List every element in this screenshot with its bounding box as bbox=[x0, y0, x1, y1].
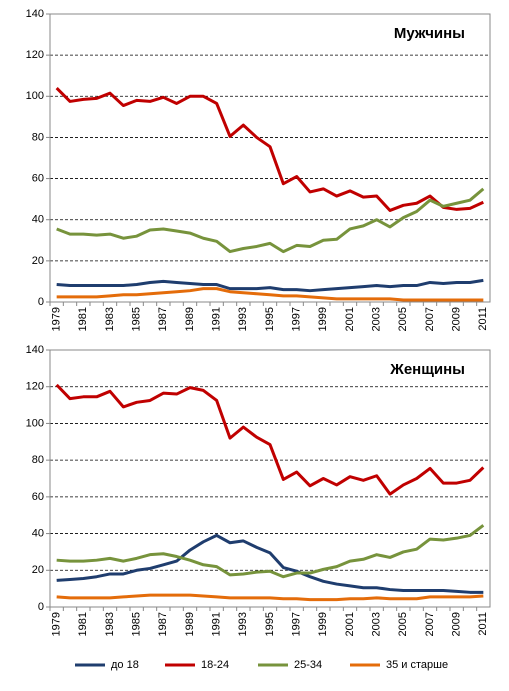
legend-label: 35 и старше bbox=[386, 659, 448, 671]
y-tick-label: 20 bbox=[32, 255, 44, 267]
x-tick-label: 1991 bbox=[211, 307, 223, 331]
x-tick-label: 1989 bbox=[184, 612, 196, 636]
y-tick-label: 100 bbox=[26, 90, 44, 102]
x-tick-label: 1979 bbox=[51, 612, 63, 636]
y-tick-label: 40 bbox=[32, 214, 44, 226]
x-tick-label: 1983 bbox=[104, 612, 116, 636]
x-tick-label: 2007 bbox=[424, 612, 436, 636]
series-line bbox=[56, 533, 484, 594]
series-line bbox=[55, 86, 484, 212]
y-tick-label: 80 bbox=[32, 454, 44, 466]
x-tick-label: 2007 bbox=[424, 307, 436, 331]
legend-label: до 18 bbox=[111, 659, 139, 671]
y-tick-label: 120 bbox=[26, 49, 44, 61]
y-tick-label: 20 bbox=[32, 564, 44, 576]
plot-frame bbox=[49, 349, 491, 608]
chart-title: Женщины bbox=[389, 361, 465, 378]
x-tick-label: 2001 bbox=[344, 307, 356, 331]
y-tick-label: 120 bbox=[26, 381, 44, 393]
x-tick-label: 2011 bbox=[477, 307, 489, 331]
x-tick-label: 1997 bbox=[291, 612, 303, 636]
x-tick-label: 1981 bbox=[77, 307, 89, 331]
x-tick-label: 1989 bbox=[184, 307, 196, 331]
legend-label: 18-24 bbox=[201, 659, 229, 671]
y-tick-label: 0 bbox=[38, 601, 44, 613]
x-tick-label: 2003 bbox=[371, 612, 383, 636]
x-tick-label: 1987 bbox=[157, 612, 169, 636]
series-line bbox=[56, 287, 484, 302]
x-tick-label: 2009 bbox=[451, 307, 463, 331]
x-tick-label: 1991 bbox=[211, 612, 223, 636]
series-line bbox=[56, 593, 484, 602]
y-tick-label: 100 bbox=[26, 417, 44, 429]
plot-frame bbox=[49, 13, 491, 303]
x-tick-label: 1997 bbox=[291, 307, 303, 331]
x-tick-label: 1999 bbox=[317, 612, 329, 636]
x-tick-label: 1981 bbox=[77, 612, 89, 636]
x-tick-label: 1985 bbox=[131, 612, 143, 636]
x-tick-label: 1987 bbox=[157, 307, 169, 331]
x-tick-label: 1995 bbox=[264, 612, 276, 636]
x-tick-label: 2001 bbox=[344, 612, 356, 636]
x-tick-label: 2005 bbox=[397, 307, 409, 331]
x-tick-label: 2003 bbox=[371, 307, 383, 331]
legend-label: 25-34 bbox=[294, 659, 322, 671]
x-tick-label: 1979 bbox=[51, 307, 63, 331]
x-tick-label: 1985 bbox=[131, 307, 143, 331]
x-tick-label: 2009 bbox=[451, 612, 463, 636]
chart-title: Мужчины bbox=[394, 25, 465, 42]
y-tick-label: 140 bbox=[26, 344, 44, 356]
series-line bbox=[56, 278, 484, 293]
x-tick-label: 2011 bbox=[477, 612, 489, 636]
series-line bbox=[56, 187, 485, 254]
x-tick-label: 1999 bbox=[317, 307, 329, 331]
series-line bbox=[55, 383, 485, 496]
y-tick-label: 0 bbox=[38, 296, 44, 308]
y-tick-label: 140 bbox=[26, 8, 44, 20]
x-tick-label: 1993 bbox=[237, 307, 249, 331]
y-tick-label: 40 bbox=[32, 527, 44, 539]
series-line bbox=[56, 524, 485, 579]
y-tick-label: 80 bbox=[32, 131, 44, 143]
x-tick-label: 2005 bbox=[397, 612, 409, 636]
x-tick-label: 1995 bbox=[264, 307, 276, 331]
y-tick-label: 60 bbox=[32, 172, 44, 184]
x-tick-label: 1983 bbox=[104, 307, 116, 331]
y-tick-label: 60 bbox=[32, 491, 44, 503]
x-tick-label: 1993 bbox=[237, 612, 249, 636]
